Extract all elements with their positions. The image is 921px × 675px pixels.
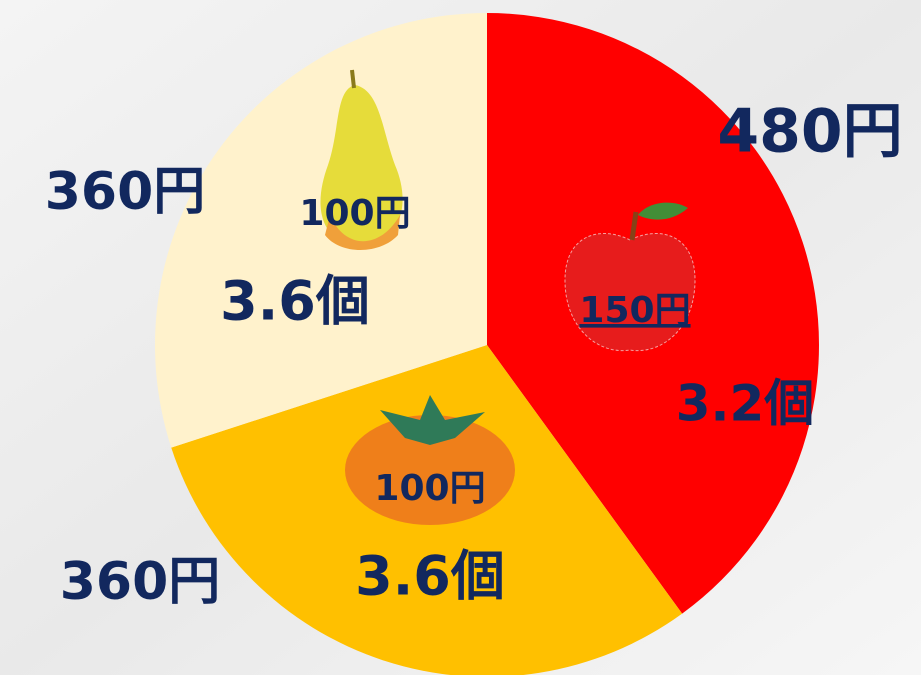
count-label: 3.2個 [676,375,815,433]
unit-price-label: 100円 [374,468,485,509]
apple-icon [564,202,696,352]
persimmon-icon [345,395,515,525]
value-label: 360円 [45,162,206,222]
value-label: 360円 [60,552,221,612]
pear-icon [320,69,403,250]
count-label: 3.6個 [220,270,370,333]
count-label: 3.6個 [355,545,505,608]
fruit-icons [320,69,696,525]
value-label: 480円 [717,97,902,167]
unit-price-label: 100円 [299,193,410,234]
pie-slice [155,13,488,448]
unit-price-label: 150円 [579,290,690,331]
